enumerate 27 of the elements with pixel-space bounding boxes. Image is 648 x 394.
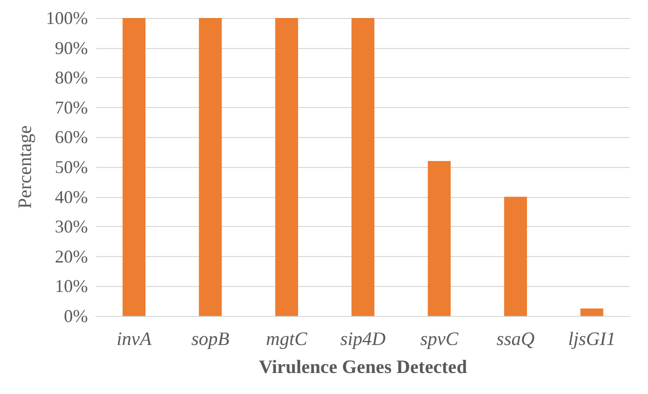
x-tick-label: sip4D xyxy=(340,329,386,350)
x-tick-label: invA xyxy=(116,329,152,350)
bar xyxy=(580,308,604,316)
bar xyxy=(504,196,527,316)
y-tick-label: 10% xyxy=(54,276,88,296)
y-axis-title: Percentage xyxy=(15,125,36,209)
bar xyxy=(122,18,146,316)
y-tick-label: 20% xyxy=(54,246,88,266)
x-tick-label: ssaQ xyxy=(496,329,535,350)
y-tick-label: 0% xyxy=(64,306,88,326)
y-tick-label: 40% xyxy=(54,186,88,207)
x-tick-label: mgtC xyxy=(266,329,308,350)
y-tick-label: 50% xyxy=(54,157,88,177)
y-tick-label: 60% xyxy=(54,127,88,148)
y-tick-label: 70% xyxy=(54,97,88,118)
y-tick-label: 90% xyxy=(54,38,88,58)
bar xyxy=(198,18,222,316)
x-tick-label: ljsGI1 xyxy=(568,329,616,350)
x-axis-title: Virulence Genes Detected xyxy=(258,357,468,378)
x-tick-label: spvC xyxy=(420,329,459,350)
bar xyxy=(275,18,298,316)
y-tick-label: 30% xyxy=(54,216,88,237)
y-tick-label: 80% xyxy=(54,68,88,88)
bar xyxy=(352,18,374,316)
y-tick-label: 100% xyxy=(46,8,88,28)
bar xyxy=(428,161,451,316)
x-tick-label: sopB xyxy=(191,329,230,350)
